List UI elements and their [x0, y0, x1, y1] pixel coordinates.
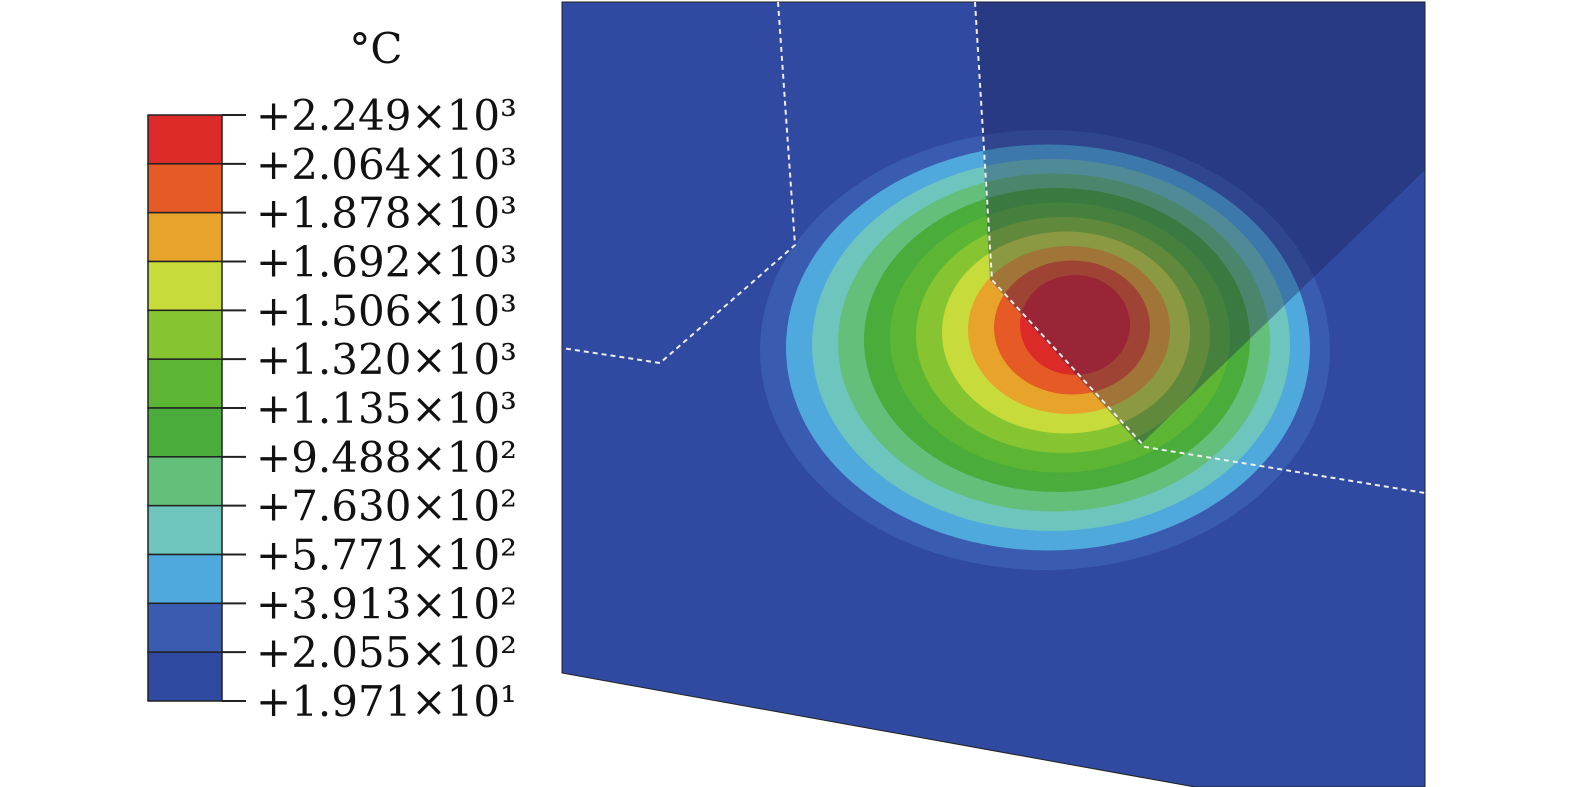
colorbar-band: [147, 114, 223, 165]
tick-label: +3.913×10²: [256, 579, 517, 628]
colorbar-band: [147, 651, 223, 702]
colorbar: +2.249×10³+2.064×10³+1.878×10³+1.692×10³…: [147, 91, 517, 726]
tick-label: +2.249×10³: [256, 91, 517, 140]
tick-label: +2.064×10³: [256, 140, 517, 189]
contour-band: [1020, 275, 1130, 375]
colorbar-band: [147, 309, 223, 360]
colorbar-band: [147, 260, 223, 312]
contour-plot: [561, 1, 1426, 787]
unit-label: °C: [349, 24, 402, 73]
colorbar-band: [147, 553, 223, 605]
tick-label: +5.771×10²: [256, 531, 517, 580]
colorbar-band: [147, 407, 223, 458]
tick-label: +1.692×10³: [256, 238, 517, 287]
colorbar-band: [147, 163, 223, 214]
tick-label: +7.630×10²: [256, 482, 517, 531]
shadow-plate: [975, 2, 1425, 445]
colorbar-band: [147, 504, 223, 556]
tick-label: +1.506×10³: [256, 286, 517, 335]
colorbar-band: [147, 602, 223, 653]
tick-label: +1.878×10³: [256, 189, 517, 238]
colorbar-band: [147, 358, 223, 409]
tick-label: +1.971×10¹: [256, 677, 517, 726]
colorbar-band: [147, 211, 223, 263]
tick-label: +9.488×10²: [256, 433, 517, 482]
edge: [974, 1, 1426, 494]
tick-label: +1.135×10³: [256, 384, 517, 433]
colorbar-band: [147, 456, 223, 507]
edge: [561, 1, 797, 365]
tick-label: +2.055×10²: [256, 628, 517, 677]
tick-label: +1.320×10³: [256, 335, 517, 384]
